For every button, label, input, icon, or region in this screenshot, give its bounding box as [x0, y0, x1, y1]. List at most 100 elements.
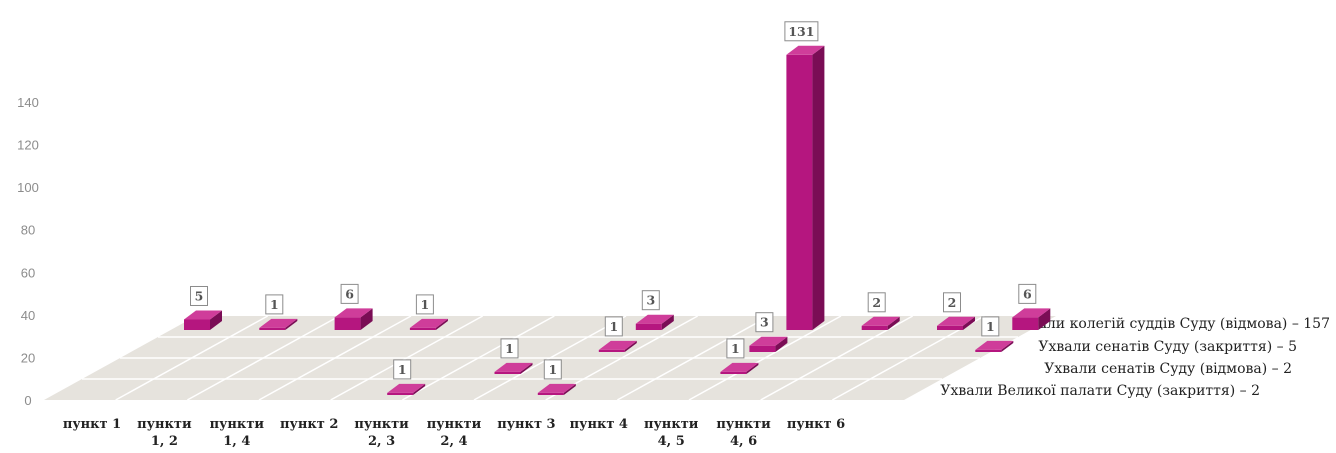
data-label: 131: [788, 24, 814, 39]
bar-side: [1038, 308, 1051, 330]
floor-col-line: [473, 315, 627, 401]
data-label-box: [755, 312, 774, 333]
bar-top: [635, 314, 674, 324]
floor-col-line: [186, 315, 340, 401]
data-label-box: [604, 316, 623, 337]
category-label: пункт 6: [787, 417, 845, 432]
data-label-box: [543, 359, 562, 380]
bar-front: [598, 349, 625, 352]
bar-top: [494, 362, 533, 372]
bar-side: [746, 362, 759, 374]
data-label: 1: [548, 362, 557, 377]
bar-top: [937, 316, 975, 326]
bar-top: [409, 318, 448, 328]
bar-front: [635, 323, 662, 330]
bar-front: [786, 54, 813, 330]
category-label: пункти: [427, 417, 482, 432]
bar-top: [861, 316, 900, 326]
category-label: пункти: [354, 417, 409, 432]
floor-col-line: [401, 315, 555, 401]
category-label: 2, 3: [368, 434, 395, 449]
floor-col-line: [616, 315, 770, 401]
bar-front: [749, 345, 776, 352]
bar-top: [184, 310, 222, 320]
bar-front: [259, 327, 286, 330]
bar-side: [963, 316, 975, 330]
bar-side: [520, 362, 533, 374]
bar-side: [1001, 340, 1014, 352]
y-tick-label: 140: [17, 95, 39, 110]
data-label-box: [867, 292, 886, 313]
y-tick-label: 20: [21, 350, 35, 365]
bar-top: [334, 308, 373, 318]
y-tick-label: 80: [21, 223, 35, 238]
series-label: Ухвали колегій суддів Суду (відмова) – 1…: [1013, 316, 1330, 332]
data-label: 3: [646, 293, 655, 308]
category-label: 1, 2: [151, 434, 178, 449]
data-label: 3: [760, 315, 769, 330]
bar-side: [413, 383, 426, 395]
category-label: пункти: [210, 417, 265, 432]
bar-top: [387, 383, 426, 393]
data-label: 1: [731, 341, 740, 356]
bar-front: [861, 325, 888, 330]
bar-top: [1012, 308, 1051, 318]
bar-side: [812, 45, 825, 330]
category-label: пункт 2: [280, 417, 338, 432]
y-tick-label: 100: [17, 180, 39, 195]
bar-side: [661, 314, 674, 330]
bar-side: [887, 316, 900, 330]
data-label-box: [943, 292, 961, 313]
category-label: пункт 3: [497, 417, 555, 432]
data-label: 1: [986, 319, 995, 334]
floor-col-line: [258, 315, 412, 401]
data-label-box: [981, 316, 1000, 337]
data-label: 1: [505, 341, 514, 356]
floor-col-line: [115, 315, 269, 401]
floor-col-line: [688, 315, 842, 401]
bar-top: [749, 336, 788, 346]
data-label: 6: [1023, 286, 1032, 301]
data-label-box: [1018, 283, 1037, 304]
bar-front: [184, 319, 210, 330]
y-tick-label: 0: [24, 393, 31, 408]
data-label-box: [340, 283, 359, 304]
data-label-box: [393, 359, 412, 380]
category-label: 4, 5: [658, 434, 685, 449]
data-label-box: [500, 338, 519, 359]
series-label: Ухвали сенатів Суду (закриття) – 5: [1038, 339, 1297, 355]
bar-front: [720, 371, 747, 374]
category-label: пункти: [137, 417, 192, 432]
category-label: пункти: [644, 417, 699, 432]
bar-top: [975, 340, 1014, 350]
data-label-box: [784, 21, 819, 42]
bar-front: [537, 392, 564, 395]
bar-side: [435, 318, 448, 330]
category-label: 4, 6: [730, 434, 757, 449]
bar-top: [537, 383, 576, 393]
bar-side: [285, 318, 298, 330]
data-label: 1: [398, 362, 407, 377]
floor-col-line: [330, 315, 484, 401]
data-label: 1: [270, 297, 279, 312]
data-label-box: [415, 294, 434, 315]
bar-front: [387, 392, 414, 395]
category-label: пункт 1: [63, 417, 121, 432]
bar-top: [598, 340, 637, 350]
bar-front: [334, 317, 361, 330]
y-tick-label: 120: [17, 138, 39, 153]
y-tick-label: 40: [21, 308, 35, 323]
y-tick-label: 60: [21, 265, 35, 280]
data-label: 6: [345, 286, 354, 301]
bar-front: [409, 327, 436, 330]
data-label-box: [190, 285, 208, 306]
bar-side: [563, 383, 576, 395]
category-label: пункти: [716, 417, 771, 432]
data-label: 2: [872, 295, 881, 310]
bar-side: [360, 308, 373, 330]
data-label-box: [726, 338, 745, 359]
bar-top: [259, 318, 298, 328]
bar-side: [775, 336, 788, 352]
data-label: 5: [195, 288, 204, 303]
